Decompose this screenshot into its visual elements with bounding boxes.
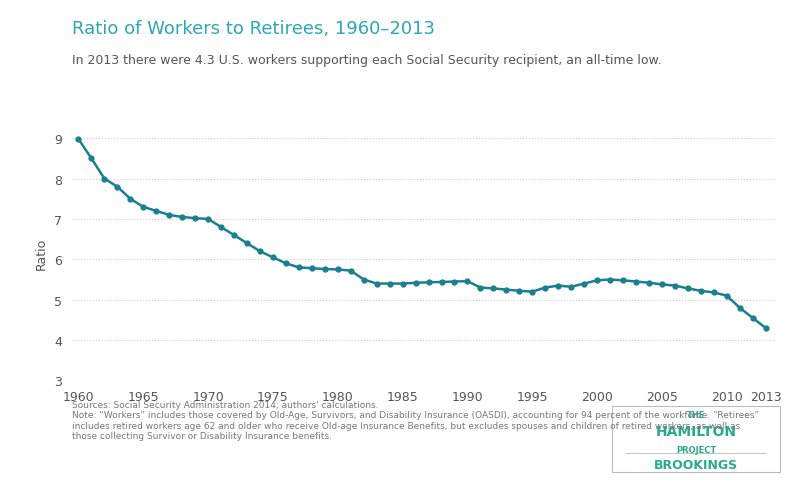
Text: Sources: Social Security Administration 2014; authors' calculations.
Note: “Work: Sources: Social Security Administration … [72, 400, 759, 440]
Y-axis label: Ratio: Ratio [34, 238, 47, 270]
Text: In 2013 there were 4.3 U.S. workers supporting each Social Security recipient, a: In 2013 there were 4.3 U.S. workers supp… [72, 54, 662, 67]
Text: PROJECT: PROJECT [676, 445, 716, 454]
Text: Ratio of Workers to Retirees, 1960–2013: Ratio of Workers to Retirees, 1960–2013 [72, 20, 435, 38]
Text: BROOKINGS: BROOKINGS [654, 458, 738, 471]
Text: THE: THE [687, 410, 705, 420]
Text: HAMILTON: HAMILTON [655, 424, 737, 438]
